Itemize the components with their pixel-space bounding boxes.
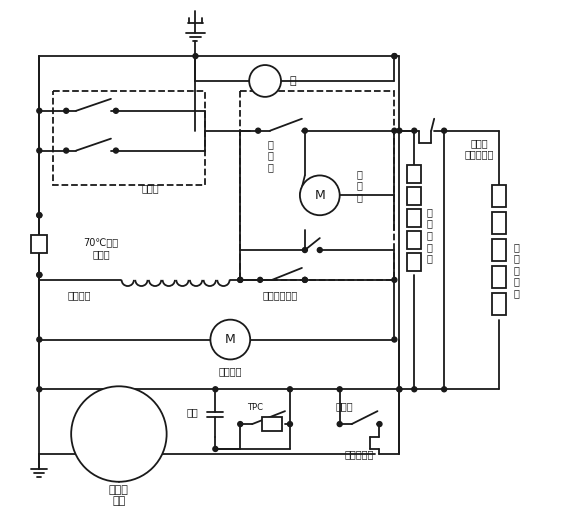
Bar	[262, 417, 282, 431]
Circle shape	[37, 148, 42, 153]
Circle shape	[213, 387, 218, 392]
Bar	[492, 185, 506, 207]
Circle shape	[302, 278, 307, 282]
Circle shape	[238, 278, 243, 282]
Circle shape	[238, 278, 243, 282]
Text: 风扇电机: 风扇电机	[218, 367, 242, 376]
Text: 灯: 灯	[290, 76, 297, 86]
Circle shape	[71, 386, 167, 482]
Bar	[407, 187, 421, 205]
Circle shape	[64, 109, 69, 113]
Circle shape	[442, 128, 447, 133]
Text: 补
偿
电
热
丝: 补 偿 电 热 丝	[514, 242, 520, 298]
Bar	[492, 239, 506, 261]
Text: 过载保护器: 过载保护器	[345, 449, 374, 459]
Circle shape	[37, 337, 42, 342]
Text: 70℃限温
熔断器: 70℃限温 熔断器	[83, 237, 119, 259]
Bar	[407, 253, 421, 271]
Circle shape	[397, 128, 402, 133]
Bar	[492, 212, 506, 234]
Bar	[240, 91, 395, 280]
Circle shape	[392, 54, 397, 58]
Text: 除霜加热: 除霜加热	[67, 290, 91, 300]
Circle shape	[337, 421, 342, 426]
Circle shape	[397, 387, 402, 392]
Circle shape	[302, 278, 307, 282]
Text: 双金属片开关: 双金属片开关	[263, 290, 298, 300]
Circle shape	[442, 387, 447, 392]
Circle shape	[37, 272, 42, 278]
Bar	[492, 266, 506, 288]
Circle shape	[377, 421, 382, 426]
Text: 温
控
电
热
丝: 温 控 电 热 丝	[426, 207, 432, 263]
Circle shape	[397, 387, 402, 392]
Circle shape	[287, 421, 293, 426]
Circle shape	[37, 109, 42, 113]
Text: 起动器: 起动器	[336, 401, 353, 411]
Text: 温
控
器: 温 控 器	[267, 139, 273, 172]
Circle shape	[113, 109, 119, 113]
Circle shape	[64, 148, 69, 153]
Bar	[407, 165, 421, 183]
Text: 压缩机
电机: 压缩机 电机	[109, 485, 129, 506]
Circle shape	[287, 387, 293, 392]
Circle shape	[392, 128, 397, 133]
Bar	[53, 91, 205, 185]
Circle shape	[392, 278, 397, 282]
Circle shape	[256, 128, 261, 133]
Circle shape	[249, 65, 281, 97]
Text: M: M	[315, 189, 325, 202]
Bar	[492, 293, 506, 315]
Circle shape	[113, 148, 119, 153]
Circle shape	[257, 278, 263, 282]
Circle shape	[37, 272, 42, 278]
Circle shape	[37, 213, 42, 218]
Circle shape	[392, 54, 397, 58]
Bar	[407, 209, 421, 227]
Text: 外部双
金属片开关: 外部双 金属片开关	[464, 138, 494, 159]
Text: 定
时
器: 定 时 器	[357, 169, 362, 202]
Circle shape	[302, 128, 307, 133]
Circle shape	[412, 387, 417, 392]
Circle shape	[238, 421, 243, 426]
Text: 门开关: 门开关	[142, 183, 159, 194]
Circle shape	[392, 337, 397, 342]
Text: M: M	[225, 333, 236, 346]
Circle shape	[37, 213, 42, 218]
Circle shape	[300, 176, 340, 215]
Text: TPC: TPC	[247, 402, 263, 412]
Circle shape	[318, 247, 322, 252]
Circle shape	[37, 387, 42, 392]
Bar	[407, 231, 421, 249]
Circle shape	[337, 387, 342, 392]
Circle shape	[213, 446, 218, 452]
Bar	[31, 235, 47, 253]
Circle shape	[193, 54, 198, 58]
Text: 电容: 电容	[187, 407, 198, 417]
Circle shape	[302, 247, 307, 252]
Circle shape	[210, 319, 250, 359]
Circle shape	[412, 128, 417, 133]
